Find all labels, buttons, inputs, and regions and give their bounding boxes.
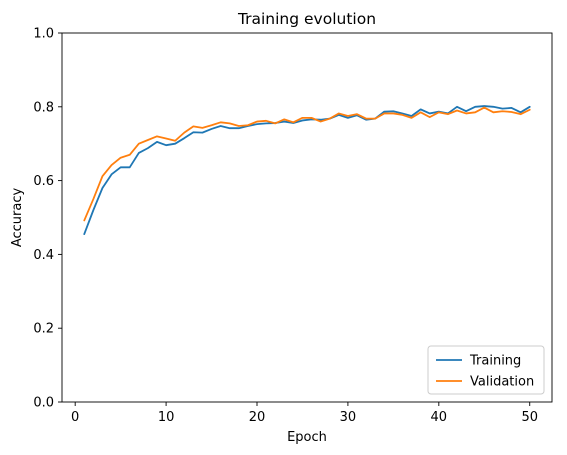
x-tick-label: 20 xyxy=(249,410,266,425)
series-line-training xyxy=(83,105,531,236)
plot-frame xyxy=(61,32,553,403)
x-axis-label: Epoch xyxy=(287,430,327,445)
x-tick-label: 30 xyxy=(340,410,357,425)
x-tick-label: 40 xyxy=(431,410,448,425)
y-axis: 0.0 0.2 0.4 0.6 0.8 1.0 xyxy=(33,27,62,411)
x-tick-label: 0 xyxy=(71,410,79,425)
chart-title: Training evolution xyxy=(237,10,376,28)
legend-label-validation: Validation xyxy=(470,375,534,390)
y-tick-label: 1.0 xyxy=(33,27,54,42)
y-axis-label: Accuracy xyxy=(10,188,25,248)
y-tick-label: 0.6 xyxy=(33,174,54,189)
y-tick-label: 0.0 xyxy=(33,396,54,411)
legend-label-training: Training xyxy=(469,354,521,369)
y-tick-label: 0.8 xyxy=(33,100,54,115)
x-tick-label: 10 xyxy=(158,410,175,425)
y-tick-label: 0.2 xyxy=(33,322,54,337)
plot-background xyxy=(62,33,552,402)
x-tick-label: 50 xyxy=(521,410,538,425)
legend: Training Validation xyxy=(427,345,545,395)
y-tick-label: 0.4 xyxy=(33,248,54,263)
legend-box xyxy=(427,345,545,395)
x-axis: 0 10 20 30 40 50 xyxy=(71,402,538,425)
series-line-validation xyxy=(83,106,531,222)
series-layer xyxy=(83,105,531,236)
